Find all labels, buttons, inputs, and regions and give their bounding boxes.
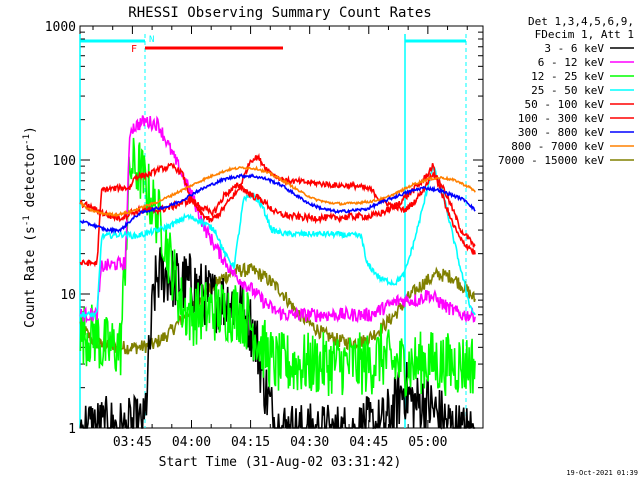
series-line xyxy=(79,173,476,235)
x-axis-label: Start Time (31-Aug-02 03:31:42) xyxy=(159,455,402,470)
chart-title: RHESSI Observing Summary Count Rates xyxy=(128,5,431,21)
attenuator-markers: N F xyxy=(79,34,467,428)
x-tick-label: 04:45 xyxy=(349,435,388,450)
x-tick-label: 04:30 xyxy=(290,435,329,450)
x-tick-label: 05:00 xyxy=(408,435,447,450)
flare-flag-label: F xyxy=(131,44,137,55)
night-flag-label: N xyxy=(149,35,154,45)
legend-header-1: Det 1,3,4,5,6,9, xyxy=(528,15,634,28)
y-tick-label: 100 xyxy=(53,154,76,169)
legend-entry-label: 800 - 7000 keV xyxy=(511,140,604,153)
generation-timestamp: 19-Oct-2021 01:39 xyxy=(566,469,638,477)
y-tick-label: 1 xyxy=(68,422,76,437)
legend-entry-label: 12 - 25 keV xyxy=(531,70,604,83)
x-tick-label: 03:45 xyxy=(113,435,152,450)
x-tick-label: 04:00 xyxy=(172,435,211,450)
legend-entry-label: 6 - 12 keV xyxy=(538,56,605,69)
series-line xyxy=(79,165,476,218)
series-line xyxy=(79,137,476,398)
x-tick-label: 04:15 xyxy=(231,435,270,450)
y-axis-label: Count Rate (s-1 detector-1) xyxy=(22,126,38,328)
legend-entry-label: 300 - 800 keV xyxy=(518,126,604,139)
series-line xyxy=(79,262,476,356)
legend-entry-label: 3 - 6 keV xyxy=(544,42,604,55)
legend-entry-label: 25 - 50 keV xyxy=(531,84,604,97)
legend: Det 1,3,4,5,6,9, FDecim 1, Att 1 3 - 6 k… xyxy=(498,15,634,167)
x-axis: 03:45 04:00 04:15 04:30 04:45 05:00 xyxy=(92,26,468,450)
series-line xyxy=(79,246,476,430)
legend-header-2: FDecim 1, Att 1 xyxy=(535,28,634,41)
y-tick-label: 1000 xyxy=(45,20,76,35)
series-line xyxy=(79,164,476,320)
legend-entry-label: 100 - 300 keV xyxy=(518,112,604,125)
series-line xyxy=(79,115,476,324)
series-layer xyxy=(79,115,476,430)
y-tick-label: 10 xyxy=(60,288,76,303)
legend-entry-label: 7000 - 15000 keV xyxy=(498,154,604,167)
legend-entry-label: 50 - 100 keV xyxy=(525,98,605,111)
